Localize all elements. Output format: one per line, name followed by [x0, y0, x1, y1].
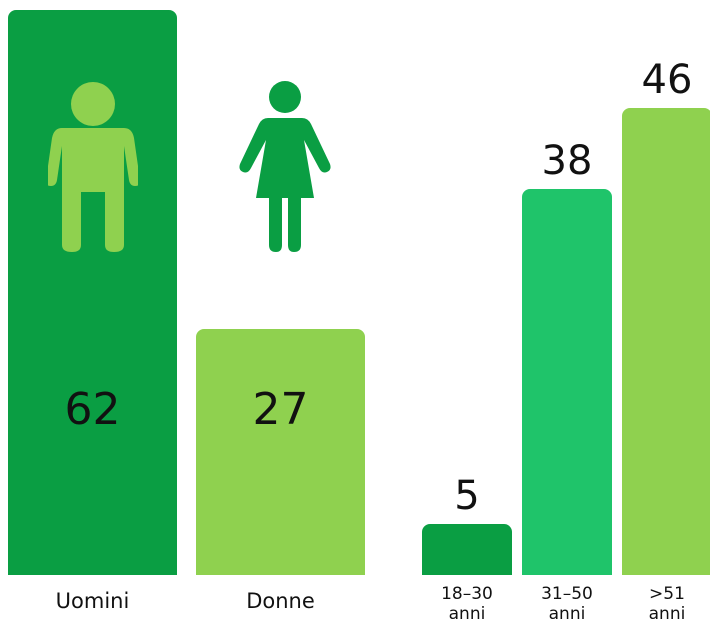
bar: [522, 189, 612, 575]
category-label: 18–30 anni: [441, 584, 493, 624]
category-label: >51 anni: [648, 584, 686, 624]
woman-icon: [239, 81, 331, 252]
bar: [622, 108, 710, 575]
value-label: 62: [64, 384, 121, 435]
category-label: Uomini: [55, 589, 130, 613]
bar: [422, 524, 512, 575]
value-label: 38: [541, 138, 593, 185]
value-label: 46: [641, 57, 693, 103]
category-label: 31–50 anni: [541, 584, 593, 624]
man-icon: [48, 82, 138, 252]
category-label: Donne: [246, 589, 315, 613]
value-label: 5: [454, 473, 480, 520]
value-label: 27: [252, 384, 309, 435]
bar: [196, 328, 365, 575]
